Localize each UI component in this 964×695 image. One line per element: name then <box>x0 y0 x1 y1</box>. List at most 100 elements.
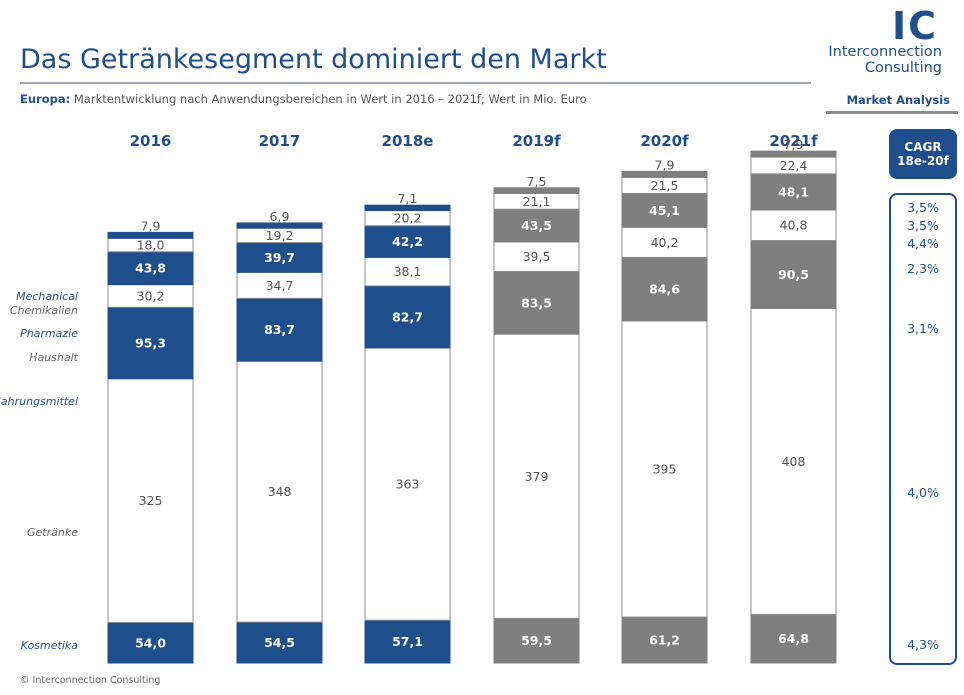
data-label-pharmazie-2019f: 43,5 <box>521 218 552 233</box>
category-label-2016: 2016 <box>130 132 172 150</box>
data-label-nahrungsmittel-2017: 83,7 <box>264 322 295 337</box>
data-label-chemikalien-2019f: 21,1 <box>523 194 551 209</box>
data-label-pharmazie-2018e: 42,2 <box>392 234 423 249</box>
data-label-chemikalien-2021f: 22,4 <box>780 158 808 173</box>
category-label-2017: 2017 <box>259 132 301 150</box>
cagr-value-nahrungsmittel: 3,1% <box>907 321 939 336</box>
data-label-mechanical-2016: 7,9 <box>141 218 161 233</box>
bar-mechanical-2018e <box>364 204 451 212</box>
bar-nahrungsmittel-2020f <box>621 256 708 322</box>
legend-label-haushalt: Haushalt <box>29 351 78 364</box>
data-label-kosmetika-2016: 54,0 <box>135 635 166 650</box>
legend-label-nahrungsmittel: Nahrungsmittel <box>0 395 78 408</box>
legend-label-pharmazie: Pharmazie <box>20 327 78 340</box>
data-label-kosmetika-2021f: 64,8 <box>778 631 809 646</box>
data-label-haushalt-2019f: 39,5 <box>523 249 551 264</box>
market-analysis-label: Market Analysis <box>846 93 950 107</box>
cagr-panel <box>889 193 957 665</box>
bar-pharmazie-2018e <box>364 225 451 258</box>
company-logo: IC Interconnection Consulting <box>828 4 942 76</box>
legend-label-kosmetika: Kosmetika <box>21 639 79 652</box>
bar-getraenke-2019f <box>493 333 580 619</box>
bar-haushalt-2017 <box>236 271 323 299</box>
data-label-pharmazie-2020f: 45,1 <box>649 203 680 218</box>
data-label-getraenke-2016: 325 <box>139 493 163 508</box>
data-label-haushalt-2020f: 40,2 <box>651 235 679 250</box>
data-label-chemikalien-2017: 19,2 <box>266 228 294 243</box>
data-label-mechanical-2018e: 7,1 <box>398 191 418 206</box>
cagr-title-line1: CAGR <box>904 140 942 154</box>
bar-kosmetika-2016 <box>107 622 194 664</box>
logo-mark: IC <box>891 4 938 48</box>
copyright-footer: © Interconnection Consulting <box>20 675 161 686</box>
bar-kosmetika-2019f <box>493 617 580 664</box>
bar-getraenke-2021f <box>750 307 837 615</box>
bar-haushalt-2021f <box>750 209 837 242</box>
bar-nahrungsmittel-2016 <box>107 306 194 380</box>
bar-kosmetika-2018e <box>364 619 451 664</box>
bar-mechanical-2019f <box>493 187 580 194</box>
title-divider <box>20 82 811 84</box>
data-label-chemikalien-2018e: 20,2 <box>394 211 422 226</box>
bar-getraenke-2016 <box>107 378 194 623</box>
bar-pharmazie-2016 <box>107 251 194 286</box>
data-label-haushalt-2018e: 38,1 <box>394 264 422 279</box>
cagr-value-mechanical: 3,5% <box>907 200 939 215</box>
bar-haushalt-2018e <box>364 256 451 287</box>
legend-label-getraenke: Getränke <box>27 526 78 539</box>
data-label-mechanical-2017: 6,9 <box>270 209 290 224</box>
legend-label-chemikalien: Chemikalien <box>10 304 78 317</box>
bar-mechanical-2016 <box>107 231 194 239</box>
bar-nahrungsmittel-2021f <box>750 240 837 309</box>
data-label-pharmazie-2021f: 48,1 <box>778 184 809 199</box>
bar-kosmetika-2017 <box>236 621 323 664</box>
data-label-mechanical-2019f: 7,5 <box>527 174 547 189</box>
bar-nahrungsmittel-2018e <box>364 285 451 349</box>
bar-getraenke-2017 <box>236 360 323 623</box>
bar-mechanical-2020f <box>621 170 708 178</box>
data-label-mechanical-2020f: 7,9 <box>655 157 675 172</box>
data-label-mechanical-2021f: 7,9 <box>784 137 804 152</box>
data-label-chemikalien-2016: 18,0 <box>137 238 165 253</box>
cagr-value-kosmetika: 4,3% <box>907 637 939 652</box>
data-label-getraenke-2018e: 363 <box>396 477 420 492</box>
cagr-value-getraenke: 4,0% <box>907 485 939 500</box>
data-label-getraenke-2020f: 395 <box>653 461 677 476</box>
cagr-value-haushalt: 2,3% <box>907 261 939 276</box>
subtitle-region: Europa: <box>20 92 71 106</box>
category-label-2020f: 2020f <box>640 132 689 150</box>
data-label-kosmetika-2017: 54,5 <box>264 635 295 650</box>
data-label-nahrungsmittel-2021f: 90,5 <box>778 267 809 282</box>
cagr-value-chemikalien: 3,5% <box>907 218 939 233</box>
category-label-2021f: 2021f <box>769 132 818 150</box>
data-label-kosmetika-2018e: 57,1 <box>392 634 423 649</box>
bar-pharmazie-2019f <box>493 208 580 243</box>
bar-getraenke-2018e <box>364 347 451 621</box>
cagr-value-pharmazie: 4,4% <box>907 236 939 251</box>
category-label-2018e: 2018e <box>382 132 434 150</box>
legend-label-mechanical: Mechanical <box>16 290 78 303</box>
page-title: Das Getränkesegment dominiert den Markt <box>20 44 607 75</box>
bar-pharmazie-2021f <box>750 173 837 211</box>
bar-mechanical-2021f <box>750 150 837 158</box>
category-label-2019f: 2019f <box>512 132 561 150</box>
bar-haushalt-2019f <box>493 241 580 272</box>
cagr-header: CAGR 18e-20f <box>889 129 957 179</box>
data-label-haushalt-2017: 34,7 <box>266 278 294 293</box>
bar-nahrungsmittel-2019f <box>493 271 580 335</box>
data-label-nahrungsmittel-2018e: 82,7 <box>392 309 423 324</box>
data-label-nahrungsmittel-2016: 95,3 <box>135 336 166 351</box>
chart-subtitle: Europa: Marktentwicklung nach Anwendungs… <box>20 92 587 106</box>
bar-getraenke-2020f <box>621 320 708 618</box>
data-label-nahrungsmittel-2020f: 84,6 <box>649 282 680 297</box>
data-label-haushalt-2016: 30,2 <box>137 288 165 303</box>
logo-text-line2: Consulting <box>864 60 942 76</box>
logo-text-line1: Interconnection <box>828 44 942 60</box>
data-label-getraenke-2019f: 379 <box>525 469 549 484</box>
bar-kosmetika-2020f <box>621 616 708 664</box>
subtitle-text: Marktentwicklung nach Anwendungsbereiche… <box>70 92 587 106</box>
data-label-haushalt-2021f: 40,8 <box>780 218 808 233</box>
bar-mechanical-2017 <box>236 222 323 229</box>
data-label-kosmetika-2019f: 59,5 <box>521 633 552 648</box>
